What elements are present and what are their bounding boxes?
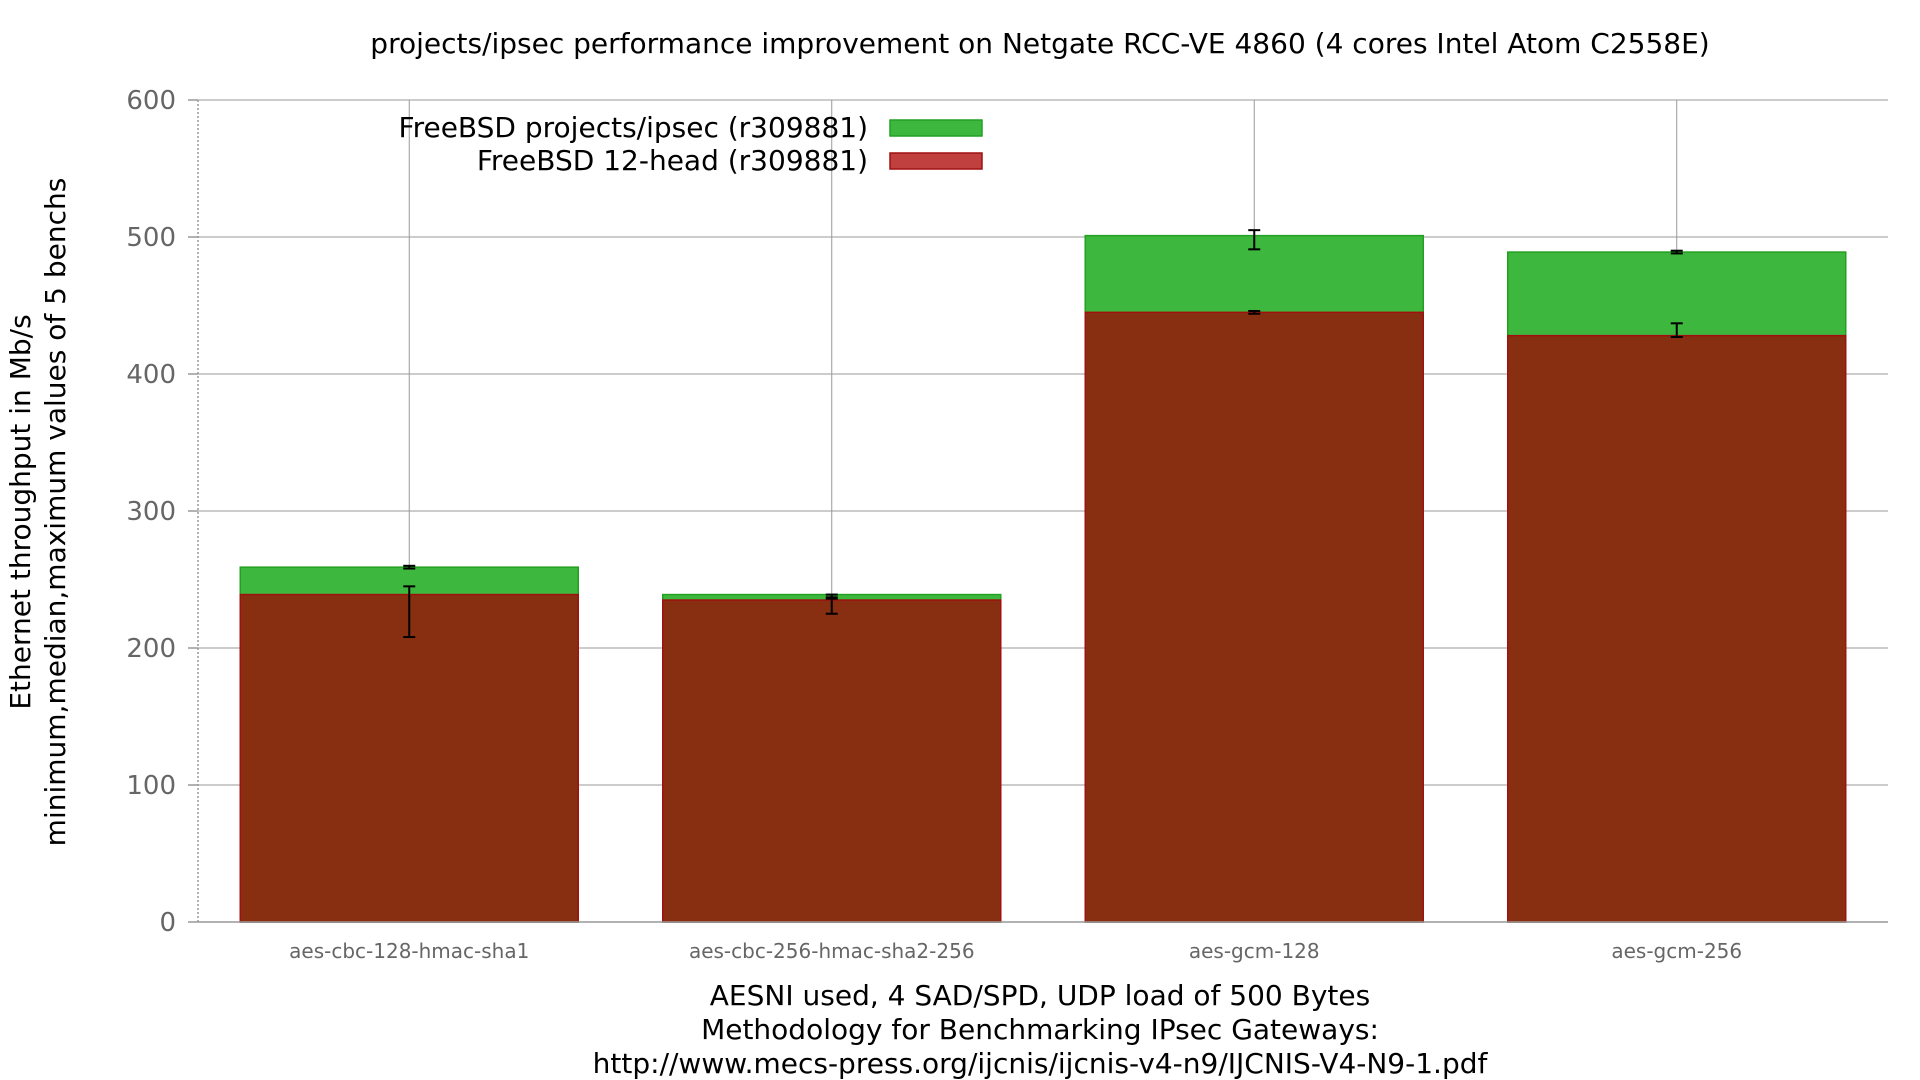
- error-bar-series-0-0: [403, 564, 416, 570]
- x-tick-label-2: aes-gcm-128: [1189, 939, 1320, 963]
- chart-title: projects/ipsec performance improvement o…: [370, 27, 1709, 60]
- legend-swatch-0: [889, 119, 983, 137]
- bar-series-1-3: [1507, 334, 1847, 923]
- error-bar-series-1-1: [825, 596, 838, 615]
- error-bars-layer: [403, 229, 1683, 639]
- x-axis-label-line-3: http://www.mecs-press.org/ijcnis/ijcnis-…: [593, 1047, 1489, 1080]
- y-tick-label-500: 500: [126, 223, 176, 253]
- x-axis-label: AESNI used, 4 SAD/SPD, UDP load of 500 B…: [593, 979, 1489, 1080]
- x-axis-label-line-1: AESNI used, 4 SAD/SPD, UDP load of 500 B…: [710, 979, 1370, 1012]
- y-tick-label-600: 600: [126, 86, 176, 116]
- bars-layer: [239, 234, 1847, 923]
- y-tick-label-0: 0: [159, 908, 176, 938]
- bar-series-1-0: [239, 593, 579, 923]
- legend-label-1: FreeBSD 12-head (r309881): [477, 144, 868, 177]
- bar-series-1-2: [1084, 311, 1424, 923]
- error-bar-series-1-3: [1670, 322, 1683, 339]
- y-axis-label: Ethernet throughput in Mb/s minimum,medi…: [4, 178, 72, 847]
- y-axis-label-line-2: minimum,median,maximum values of 5 bench…: [39, 178, 72, 847]
- y-tick-label-400: 400: [126, 360, 176, 390]
- y-tick-label-100: 100: [126, 771, 176, 801]
- bar-series-1-1: [662, 599, 1002, 923]
- axis-layer: [188, 99, 1888, 923]
- y-tick-label-300: 300: [126, 497, 176, 527]
- legend-swatch-1: [889, 152, 983, 170]
- error-bar-series-1-0: [403, 585, 416, 639]
- x-axis-label-line-2: Methodology for Benchmarking IPsec Gatew…: [701, 1013, 1379, 1046]
- error-bar-series-0-3: [1670, 249, 1683, 255]
- x-tick-label-3: aes-gcm-256: [1611, 939, 1742, 963]
- legend-label-0: FreeBSD projects/ipsec (r309881): [399, 111, 868, 144]
- legend: FreeBSD projects/ipsec (r309881)FreeBSD …: [399, 111, 983, 177]
- y-axis-label-line-1: Ethernet throughput in Mb/s: [4, 314, 37, 709]
- x-tick-label-0: aes-cbc-128-hmac-sha1: [289, 939, 529, 963]
- y-tick-label-200: 200: [126, 634, 176, 664]
- error-bar-series-1-2: [1248, 309, 1261, 315]
- error-bar-series-0-2: [1248, 229, 1261, 251]
- x-tick-label-1: aes-cbc-256-hmac-sha2-256: [689, 939, 975, 963]
- tick-labels-layer: 0 100 200 300 400 500 600 aes-cbc-128-hmac-sha1…: [126, 86, 1742, 963]
